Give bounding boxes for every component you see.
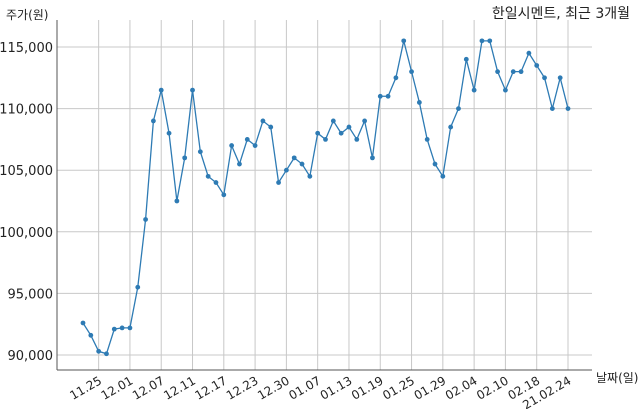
price-points (80, 38, 571, 357)
data-point (416, 100, 422, 105)
data-point (299, 161, 305, 167)
data-point (143, 217, 148, 222)
data-point (385, 93, 391, 99)
x-tick-label: 12.23 (224, 373, 261, 402)
data-point (174, 198, 180, 204)
data-point (463, 56, 469, 62)
data-point (432, 161, 438, 167)
x-tick-labels: 11.2512.0112.0712.1112.1712.2312.3001.07… (67, 373, 573, 409)
data-point (237, 161, 242, 167)
data-point (393, 75, 399, 81)
data-point (495, 69, 500, 75)
data-point (260, 118, 266, 124)
data-point (534, 63, 540, 68)
data-point (346, 124, 352, 130)
x-tick-label: 12.11 (161, 373, 198, 402)
data-point (323, 137, 328, 142)
data-point (88, 332, 94, 338)
data-point (557, 75, 563, 81)
x-tick-label: 01.19 (349, 373, 386, 402)
data-point (549, 106, 555, 111)
data-point (80, 320, 86, 326)
x-tick-label: 02.04 (443, 373, 480, 402)
x-tick-label: 12.07 (130, 373, 167, 402)
y-tick-label: 90,000 (8, 349, 54, 364)
data-point (197, 149, 203, 155)
data-point (151, 118, 156, 124)
axes (56, 20, 592, 371)
y-tick-label: 100,000 (0, 226, 53, 241)
data-point (135, 284, 141, 290)
data-point (565, 106, 571, 111)
data-point (221, 192, 227, 198)
price-series-line (82, 40, 569, 355)
x-tick-label: 01.25 (380, 373, 417, 402)
data-point (362, 118, 368, 124)
x-tick-label: 01.29 (412, 373, 449, 402)
data-point (456, 106, 461, 111)
y-tick-label: 115,000 (0, 41, 53, 56)
data-point (338, 130, 344, 136)
data-point (471, 87, 477, 93)
data-point (244, 137, 250, 142)
data-point (409, 69, 414, 75)
data-point (315, 130, 321, 136)
data-point (205, 173, 211, 179)
data-point (229, 143, 235, 148)
y-tick-label: 95,000 (8, 287, 54, 302)
data-point (127, 325, 133, 331)
data-point (190, 87, 195, 93)
x-tick-label: 11.25 (67, 373, 104, 402)
data-point (96, 348, 102, 354)
data-point (440, 173, 446, 179)
x-tick-label: 12.17 (193, 373, 230, 402)
x-tick-label: 12.30 (255, 373, 292, 402)
data-point (119, 325, 125, 331)
data-point (283, 167, 289, 173)
data-point (518, 69, 524, 75)
data-point (182, 155, 188, 161)
data-point (252, 143, 258, 148)
y-tick-label: 105,000 (0, 164, 53, 179)
data-point (510, 69, 516, 75)
data-point (479, 38, 485, 44)
data-point (542, 75, 547, 81)
data-point (487, 38, 493, 44)
data-point (424, 137, 430, 142)
data-point (166, 130, 172, 136)
data-point (370, 155, 375, 161)
chart-title: 한일시멘트, 최근 3개월 (492, 6, 630, 22)
data-point (448, 124, 454, 130)
data-point (276, 180, 281, 185)
grid-lines (57, 20, 592, 370)
y-tick-label: 110,000 (0, 103, 53, 118)
data-point (307, 173, 313, 179)
y-axis-label: 주가(원) (6, 8, 48, 22)
x-axis-label: 날짜(일) (596, 371, 638, 385)
y-tick-labels: 90,000 95,000 100,000 105,000 110,000 115,000 (0, 41, 53, 364)
data-point (268, 124, 274, 130)
data-point (401, 38, 407, 44)
data-point (526, 50, 532, 56)
data-point (377, 93, 383, 99)
data-point (291, 155, 297, 161)
data-point (104, 351, 109, 357)
x-tick-label: 01.13 (318, 373, 355, 402)
x-tick-label: 12.01 (99, 373, 136, 402)
x-tick-label: 01.07 (286, 373, 323, 402)
data-point (503, 87, 508, 93)
data-point (111, 326, 117, 332)
data-point (330, 118, 336, 124)
data-point (354, 137, 360, 142)
data-point (213, 180, 219, 185)
data-point (158, 87, 164, 93)
x-tick-label: 02.10 (474, 373, 511, 402)
